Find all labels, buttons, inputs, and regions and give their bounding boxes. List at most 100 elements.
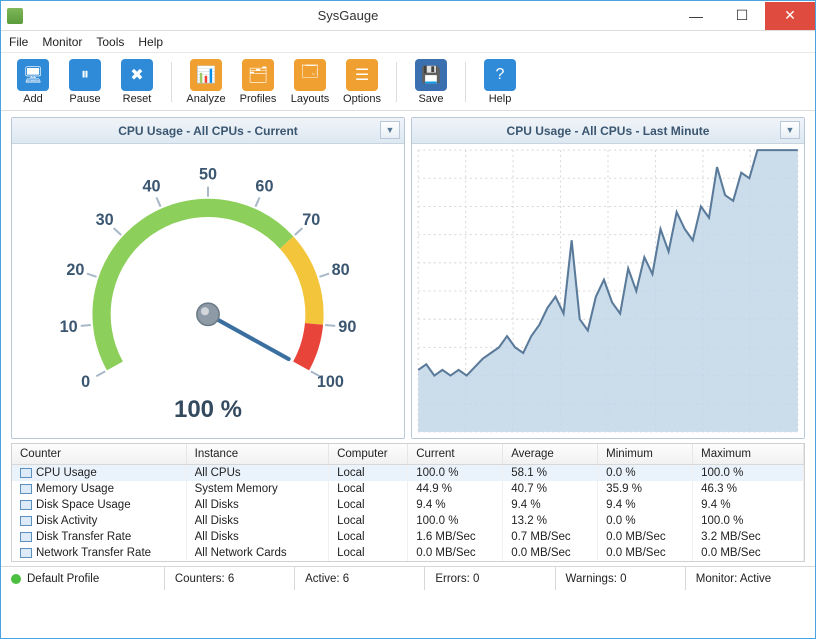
menu-help[interactable]: Help [138,35,163,49]
status-warnings: Warnings: 0 [556,567,686,590]
table-row[interactable]: Network Transfer RateAll Network CardsLo… [12,545,804,561]
counter-icon [20,500,32,510]
counter-icon [20,516,32,526]
col-computer[interactable]: Computer [329,444,408,465]
col-average[interactable]: Average [503,444,598,465]
cell: Local [337,467,365,479]
help-button[interactable]: ? Help [478,59,522,105]
cell: All Disks [195,499,239,511]
col-current[interactable]: Current [408,444,503,465]
analyze-button[interactable]: 📊Analyze [184,59,228,105]
menu-tools[interactable]: Tools [96,35,124,49]
chart-title: CPU Usage - All CPUs - Last Minute [507,124,710,138]
svg-text:40: 40 [143,177,161,195]
options-button[interactable]: ☰ Options [340,59,384,105]
col-maximum[interactable]: Maximum [693,444,804,465]
svg-text:50: 50 [199,165,217,183]
cell: Local [337,483,365,495]
close-button[interactable]: ✕ [765,2,815,30]
maximize-button[interactable]: ☐ [719,2,765,30]
gauge-title: CPU Usage - All CPUs - Current [118,124,298,138]
cell: CPU Usage [36,467,97,479]
reset-icon: ✖ [121,59,153,91]
toolbar: 🖥 Add ⏸Pause ✖ Reset 📊Analyze 🗂 Profiles 🗔Layout… [1,53,815,111]
cell: 40.7 % [511,483,547,495]
table-row[interactable]: Memory UsageSystem MemoryLocal44.9 %40.7… [12,481,804,497]
minimize-button[interactable]: — [673,2,719,30]
cell: 0.0 MB/Sec [606,531,665,543]
options-label: Options [343,93,381,105]
svg-text:100: 100 [317,373,344,391]
chart-dropdown[interactable]: ▼ [780,121,800,139]
cell: 100.0 % [701,515,743,527]
add-button[interactable]: 🖥 Add [11,59,55,105]
add-label: Add [23,93,43,105]
save-button[interactable]: 💾Save [409,59,453,105]
svg-text:80: 80 [332,261,350,279]
status-indicator-icon [11,574,21,584]
status-profile: Default Profile [27,573,99,585]
cell: Network Transfer Rate [36,547,151,559]
profiles-label: Profiles [240,93,277,105]
table-row[interactable]: Disk ActivityAll DisksLocal100.0 %13.2 %… [12,513,804,529]
help-icon: ? [484,59,516,91]
pause-label: Pause [69,93,100,105]
gauge-dropdown[interactable]: ▼ [380,121,400,139]
table-row[interactable]: Disk Transfer Rate All Disks Local 1.6 MB/S… [12,529,804,545]
reset-button[interactable]: ✖ Reset [115,59,159,105]
statusbar: Default Profile Counters: 6 Active: 6 Er… [1,566,815,590]
status-counters: Counters: 6 [165,567,295,590]
add-icon: 🖥 [17,59,49,91]
cell: 1.6 MB/Sec [416,531,475,543]
profiles-button[interactable]: 🗂 Profiles [236,59,280,105]
svg-text:60: 60 [255,177,273,195]
table-row[interactable]: CPU UsageAll CPUsLocal100.0 %58.1 %0.0 %… [12,465,804,482]
counter-icon [20,532,32,542]
save-icon: 💾 [415,59,447,91]
counter-icon [20,468,32,478]
cell: 0.0 MB/Sec [701,547,760,559]
layouts-icon: 🗔 [294,59,326,91]
cell: Local [337,515,365,527]
pause-button[interactable]: ⏸Pause [63,59,107,105]
cell: Local [337,531,365,543]
cell: 3.2 MB/Sec [701,531,760,543]
cell: Local [337,547,365,559]
app-icon [7,8,23,24]
profiles-icon: 🗂 [242,59,274,91]
toolbar-separator [396,62,397,102]
cell: All Disks [195,531,239,543]
svg-text:70: 70 [302,211,320,229]
gauge: 0102030405060708090100 [12,144,404,438]
status-monitor: Monitor: Active [686,567,815,590]
cell: 46.3 % [701,483,737,495]
toolbar-separator [465,62,466,102]
menu-file[interactable]: File [9,35,28,49]
analyze-icon: 📊 [190,59,222,91]
reset-label: Reset [123,93,152,105]
svg-text:0: 0 [81,373,90,391]
cell: 0.0 % [606,467,635,479]
counter-table: CounterInstanceComputerCurrentAverageMin… [11,443,805,562]
svg-text:90: 90 [338,318,356,336]
cell: All Disks [195,515,239,527]
chart-panel: CPU Usage - All CPUs - Last Minute ▼ [411,117,805,439]
cell: 100.0 % [416,467,458,479]
cell: 0.0 MB/Sec [606,547,665,559]
col-instance[interactable]: Instance [186,444,328,465]
cell: Disk Transfer Rate [36,531,131,543]
help-label: Help [489,93,512,105]
cell: 0.0 MB/Sec [511,547,570,559]
col-minimum[interactable]: Minimum [598,444,693,465]
toolbar-separator [171,62,172,102]
col-counter[interactable]: Counter [12,444,186,465]
cell: 0.0 MB/Sec [416,547,475,559]
cell: Disk Space Usage [36,499,131,511]
layouts-button[interactable]: 🗔Layouts [288,59,332,105]
gauge-panel: CPU Usage - All CPUs - Current ▼ 0102030… [11,117,405,439]
options-icon: ☰ [346,59,378,91]
menu-monitor[interactable]: Monitor [42,35,82,49]
table-row[interactable]: Disk Space UsageAll DisksLocal9.4 %9.4 %… [12,497,804,513]
window-title: SysGauge [23,8,673,23]
cell: Disk Activity [36,515,97,527]
